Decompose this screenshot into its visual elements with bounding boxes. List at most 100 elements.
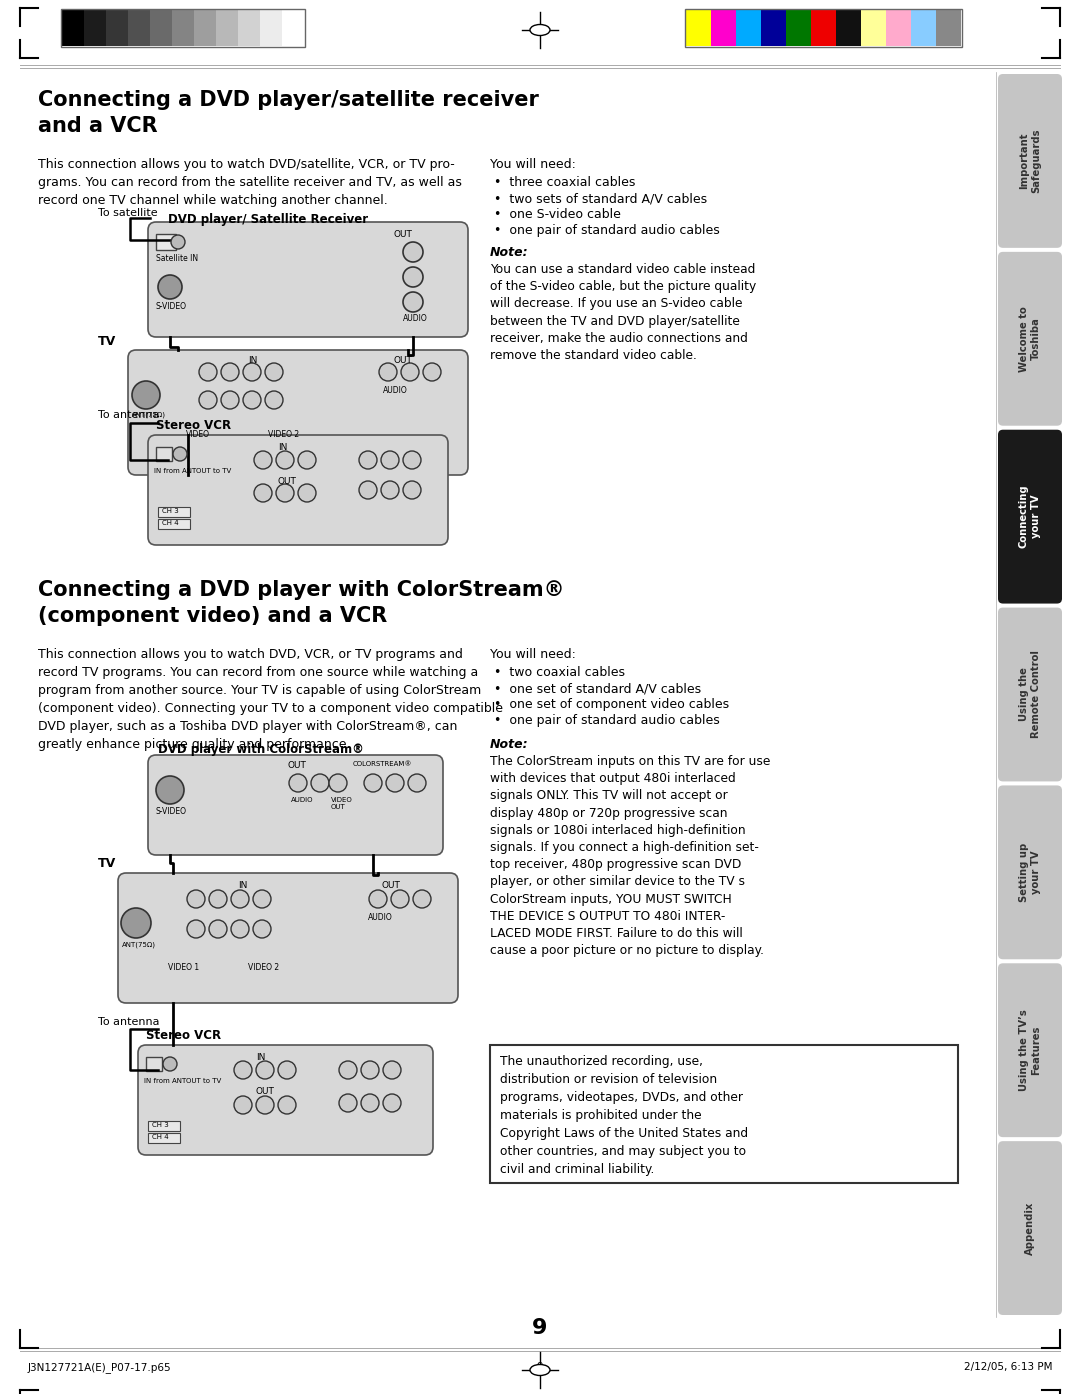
- Bar: [84, 10, 106, 46]
- Bar: [158, 519, 190, 528]
- Text: AUDIO: AUDIO: [383, 386, 408, 395]
- Bar: [156, 447, 172, 461]
- Circle shape: [254, 484, 272, 502]
- Circle shape: [359, 481, 377, 499]
- Circle shape: [253, 920, 271, 938]
- Text: VIDEO 2: VIDEO 2: [248, 963, 279, 972]
- Text: 2/12/05, 6:13 PM: 2/12/05, 6:13 PM: [963, 1362, 1052, 1372]
- Circle shape: [383, 1061, 401, 1079]
- Text: 9: 9: [532, 1317, 548, 1338]
- Circle shape: [265, 390, 283, 408]
- Text: OUT to TV: OUT to TV: [186, 1078, 221, 1085]
- Text: AUDIO: AUDIO: [403, 314, 428, 323]
- Text: DVD player with ColorStream®: DVD player with ColorStream®: [158, 743, 364, 756]
- Circle shape: [158, 275, 183, 298]
- Circle shape: [187, 920, 205, 938]
- Circle shape: [339, 1094, 357, 1112]
- Text: CH 3: CH 3: [162, 507, 179, 514]
- Text: OUT: OUT: [278, 477, 297, 487]
- Text: OUT: OUT: [288, 761, 307, 769]
- Bar: [735, 10, 761, 46]
- Circle shape: [187, 889, 205, 907]
- Circle shape: [386, 774, 404, 792]
- Circle shape: [359, 452, 377, 468]
- Text: OUT: OUT: [393, 355, 411, 365]
- Ellipse shape: [530, 25, 550, 35]
- Text: DVD player/ Satellite Receiver: DVD player/ Satellite Receiver: [168, 213, 368, 226]
- Circle shape: [311, 774, 329, 792]
- Text: CH 4: CH 4: [152, 1133, 168, 1140]
- Bar: [711, 10, 735, 46]
- Circle shape: [289, 774, 307, 792]
- Circle shape: [381, 481, 399, 499]
- Circle shape: [231, 889, 249, 907]
- Circle shape: [210, 889, 227, 907]
- Text: This connection allows you to watch DVD/satellite, VCR, or TV pro-
grams. You ca: This connection allows you to watch DVD/…: [38, 158, 462, 206]
- Bar: [811, 10, 836, 46]
- FancyBboxPatch shape: [998, 608, 1062, 782]
- Circle shape: [379, 362, 397, 381]
- Text: •  one pair of standard audio cables: • one pair of standard audio cables: [494, 224, 719, 237]
- Bar: [490, 1046, 958, 1184]
- Circle shape: [256, 1096, 274, 1114]
- Text: IN: IN: [278, 443, 287, 452]
- Text: Using the TV’s
Features: Using the TV’s Features: [1018, 1009, 1041, 1092]
- Text: CH 3: CH 3: [152, 1122, 168, 1128]
- Bar: [62, 10, 84, 46]
- Text: Appendix: Appendix: [1025, 1202, 1035, 1255]
- Bar: [861, 10, 886, 46]
- Text: •  three coaxial cables: • three coaxial cables: [494, 176, 635, 190]
- Bar: [148, 1121, 180, 1131]
- Bar: [172, 10, 194, 46]
- FancyBboxPatch shape: [148, 756, 443, 855]
- Circle shape: [265, 362, 283, 381]
- FancyBboxPatch shape: [998, 252, 1062, 425]
- Bar: [194, 10, 216, 46]
- Text: VIDEO: VIDEO: [186, 429, 210, 439]
- Text: Connecting a DVD player with ColorStream®
(component video) and a VCR: Connecting a DVD player with ColorStream…: [38, 580, 565, 626]
- Text: You can use a standard video cable instead
of the S-video cable, but the picture: You can use a standard video cable inste…: [490, 263, 756, 362]
- Circle shape: [199, 362, 217, 381]
- Text: Welcome to
Toshiba: Welcome to Toshiba: [1018, 305, 1041, 372]
- Text: CH 4: CH 4: [162, 520, 178, 526]
- Circle shape: [278, 1061, 296, 1079]
- Text: VIDEO
OUT: VIDEO OUT: [330, 797, 353, 810]
- Circle shape: [361, 1061, 379, 1079]
- Circle shape: [210, 920, 227, 938]
- FancyBboxPatch shape: [148, 435, 448, 545]
- Text: The unauthorized recording, use,
distribution or revision of television
programs: The unauthorized recording, use, distrib…: [500, 1055, 748, 1177]
- Text: Stereo VCR: Stereo VCR: [156, 420, 231, 432]
- Circle shape: [403, 243, 423, 262]
- Bar: [282, 10, 303, 46]
- Text: TV: TV: [98, 857, 117, 870]
- FancyBboxPatch shape: [998, 1142, 1062, 1315]
- Circle shape: [408, 774, 426, 792]
- Text: You will need:: You will need:: [490, 158, 576, 171]
- Text: Using the
Remote Control: Using the Remote Control: [1018, 651, 1041, 739]
- Circle shape: [423, 362, 441, 381]
- Text: To satellite: To satellite: [98, 208, 158, 217]
- Bar: [216, 10, 238, 46]
- Text: IN from ANT: IN from ANT: [154, 468, 197, 474]
- Text: IN: IN: [248, 355, 257, 365]
- Text: To antenna: To antenna: [98, 410, 160, 420]
- Bar: [146, 1057, 162, 1071]
- Text: Note:: Note:: [490, 245, 528, 259]
- Bar: [936, 10, 961, 46]
- Bar: [150, 10, 172, 46]
- Text: TV: TV: [98, 335, 117, 348]
- Circle shape: [121, 907, 151, 938]
- Text: VIDEO 1: VIDEO 1: [168, 963, 199, 972]
- Circle shape: [278, 1096, 296, 1114]
- Text: Stereo VCR: Stereo VCR: [146, 1029, 221, 1041]
- Circle shape: [403, 452, 421, 468]
- Text: •  one pair of standard audio cables: • one pair of standard audio cables: [494, 714, 719, 728]
- Circle shape: [391, 889, 409, 907]
- FancyBboxPatch shape: [138, 1046, 433, 1156]
- Bar: [148, 1133, 180, 1143]
- Circle shape: [364, 774, 382, 792]
- Text: OUT: OUT: [382, 881, 401, 889]
- Text: ANT(75Ω): ANT(75Ω): [132, 413, 166, 418]
- Text: •  two sets of standard A/V cables: • two sets of standard A/V cables: [494, 192, 707, 205]
- Circle shape: [231, 920, 249, 938]
